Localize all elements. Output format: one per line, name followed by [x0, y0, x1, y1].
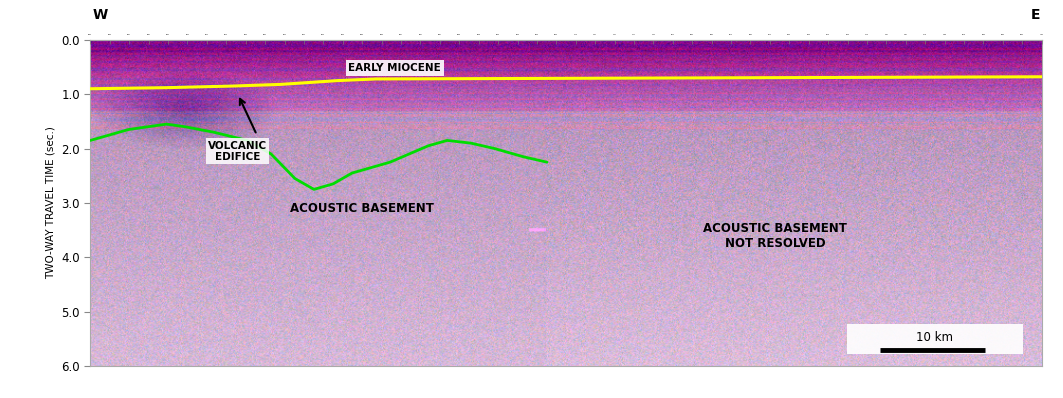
Text: W: W [92, 8, 107, 22]
Text: ACOUSTIC BASEMENT: ACOUSTIC BASEMENT [289, 202, 434, 215]
Text: VOLCANIC
EDIFICE: VOLCANIC EDIFICE [208, 140, 268, 162]
Text: E: E [1030, 8, 1040, 22]
Text: EARLY MIOCENE: EARLY MIOCENE [349, 63, 441, 73]
Bar [847, 324, 1023, 354]
Y-axis label: TWO-WAY TRAVEL TIME (sec.): TWO-WAY TRAVEL TIME (sec.) [46, 127, 55, 279]
Text: ACOUSTIC BASEMENT
NOT RESOLVED: ACOUSTIC BASEMENT NOT RESOLVED [704, 222, 847, 250]
Text: 10 km: 10 km [915, 331, 952, 344]
